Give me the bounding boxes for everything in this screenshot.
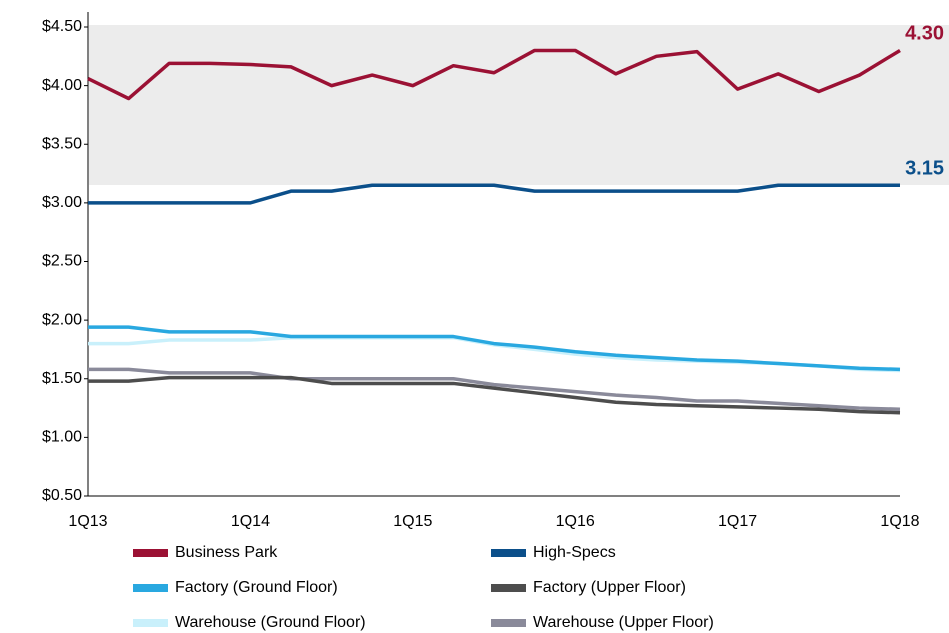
legend-label: Business Park [175, 544, 278, 561]
legend-swatch [491, 549, 526, 557]
x-tick-label: 1Q18 [880, 513, 919, 530]
y-tick-label: $0.50 [42, 487, 82, 504]
x-tick-label: 1Q17 [718, 513, 757, 530]
series-line [88, 367, 901, 411]
y-tick-label: $2.00 [42, 311, 82, 328]
x-tick-label: 1Q16 [556, 513, 595, 530]
series-line [88, 183, 900, 205]
x-tick-label: 1Q15 [393, 513, 432, 530]
series-line [88, 375, 901, 415]
legend-label: Factory (Ground Floor) [175, 579, 338, 596]
series-line [87, 48, 901, 101]
highlight-band [89, 25, 949, 185]
y-tick-label: $1.50 [42, 370, 82, 387]
y-tick-label: $2.50 [42, 253, 82, 270]
series-line [88, 325, 901, 372]
legend-label: Warehouse (Ground Floor) [175, 614, 366, 631]
x-tick-label: 1Q14 [231, 513, 270, 530]
y-tick-label: $1.00 [42, 429, 82, 446]
legend-swatch [491, 619, 526, 627]
legend-swatch [133, 619, 168, 627]
legend-label: High-Specs [533, 544, 616, 561]
legend-swatch [133, 549, 168, 557]
end-label: 3.15 [905, 158, 944, 180]
legend-swatch [491, 584, 526, 592]
end-label: 4.30 [905, 23, 944, 45]
legend-swatch [133, 584, 168, 592]
y-tick-label: $3.00 [42, 194, 82, 211]
x-tick-label: 1Q13 [68, 513, 107, 530]
y-tick-label: $4.50 [42, 18, 82, 35]
y-tick-label: $4.00 [42, 77, 82, 94]
y-tick-label: $3.50 [42, 135, 82, 152]
legend-label: Warehouse (Upper Floor) [533, 614, 714, 631]
legend-label: Factory (Upper Floor) [533, 579, 686, 596]
